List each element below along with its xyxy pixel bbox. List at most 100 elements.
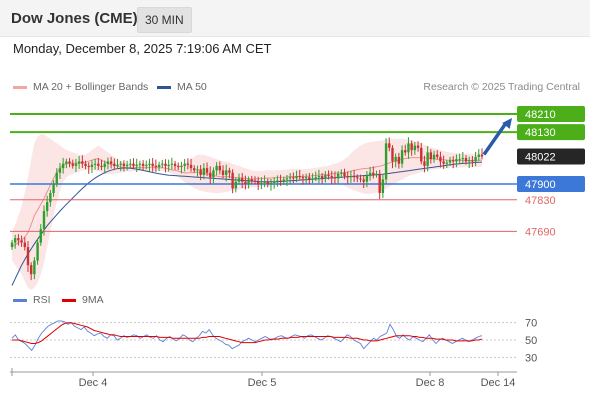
candle-body [45, 202, 49, 212]
candle-body [340, 172, 343, 174]
level-tag-47900 [517, 175, 585, 192]
candle-body [320, 176, 324, 179]
candle-body [308, 177, 311, 180]
candle-body [90, 164, 94, 168]
candle-body [301, 177, 305, 179]
candle-body [464, 158, 468, 162]
candle-body [397, 156, 401, 164]
candle-body [442, 161, 445, 164]
legend-9ma: 9MA [62, 294, 104, 306]
candle-body [391, 147, 394, 162]
timeframe-badge[interactable]: 30 MIN [137, 7, 192, 33]
candle-body [378, 173, 381, 193]
candle-body [161, 163, 164, 165]
candle-body [420, 147, 423, 162]
candle-body [404, 150, 407, 153]
x-tick-label-3: Dec 14 [481, 377, 516, 389]
candle-body [29, 265, 33, 275]
level-tag-48022 [517, 148, 585, 165]
candle-body [186, 163, 190, 165]
candle-body [148, 163, 151, 165]
candles-group [10, 137, 484, 281]
candle-body [298, 176, 301, 178]
legend-swatch-ma50 [157, 85, 171, 89]
candle-body [452, 160, 455, 162]
x-tick-label-2: Dec 8 [416, 377, 445, 389]
candle-body [346, 176, 349, 178]
candle-body [372, 172, 375, 175]
ma20-line [11, 157, 482, 247]
candle-body [241, 178, 244, 182]
projection-arrow-head [502, 118, 512, 129]
candle-body [109, 161, 113, 164]
candle-body [471, 160, 474, 162]
candle-body [13, 238, 17, 243]
candle-body [388, 143, 391, 148]
candle-body [65, 161, 68, 164]
candle-body [394, 156, 397, 162]
candle-body [55, 172, 58, 184]
candle-body [177, 165, 180, 168]
candle-body [199, 169, 202, 175]
candle-body [61, 163, 65, 169]
candle-body [365, 176, 369, 182]
candle-body [381, 179, 385, 193]
candle-body [10, 242, 14, 248]
candle-body [129, 163, 132, 165]
candle-body [49, 193, 52, 203]
candle-body [17, 238, 20, 241]
candle-body [432, 154, 436, 160]
candle-body [416, 145, 420, 148]
candle-body [480, 154, 484, 157]
candle-body [282, 179, 285, 182]
candle-body [141, 163, 145, 166]
candle-body [52, 183, 55, 193]
candle-body [244, 181, 247, 184]
x-tick-label-1: Dec 5 [248, 377, 277, 389]
candle-body [180, 165, 183, 168]
candle-body [132, 163, 135, 166]
candle-body [42, 211, 46, 230]
timestamp: Monday, December 8, 2025 7:19:06 AM CET [13, 41, 272, 56]
candle-body [218, 165, 222, 171]
level-label-47830: 47830 [525, 195, 556, 207]
candle-body [205, 168, 209, 173]
legend-swatch-rsi [13, 298, 27, 302]
candle-body [448, 160, 452, 163]
legend-rsi: RSI [13, 294, 51, 306]
candle-body [135, 164, 138, 166]
legend-ma20-bb: MA 20 + Bollinger Bands [13, 81, 148, 93]
candle-body [36, 242, 39, 261]
candle-body [23, 242, 26, 248]
candle-body [234, 181, 238, 189]
candle-body [202, 168, 206, 175]
candle-body [250, 179, 253, 181]
candle-body [231, 172, 234, 189]
chart-header: Dow Jones (CME) 30 MIN [0, 0, 590, 37]
candle-body [183, 163, 186, 166]
candle-body [458, 159, 461, 161]
candle-body [145, 164, 148, 166]
candle-body [413, 145, 417, 151]
candle-body [58, 168, 62, 173]
candle-body [359, 178, 362, 180]
candle-body [84, 163, 87, 166]
candle-body [237, 178, 241, 182]
candle-body [77, 161, 81, 164]
candle-body [71, 163, 74, 166]
candle-body [151, 163, 154, 166]
candle-body [26, 247, 30, 266]
candle-body [375, 173, 378, 175]
candle-body [400, 150, 404, 164]
level-tag-48130 [517, 124, 585, 141]
candle-body [87, 165, 90, 168]
rsi-tick-30: 30 [525, 352, 537, 364]
candle-body [288, 177, 292, 179]
candle-body [407, 143, 410, 153]
level-label-48022: 48022 [525, 151, 556, 163]
level-label-48130: 48130 [525, 127, 556, 139]
x-tick-label-0: Dec 4 [79, 377, 108, 389]
candle-body [272, 181, 276, 183]
projection-arrow-shaft [482, 122, 508, 156]
